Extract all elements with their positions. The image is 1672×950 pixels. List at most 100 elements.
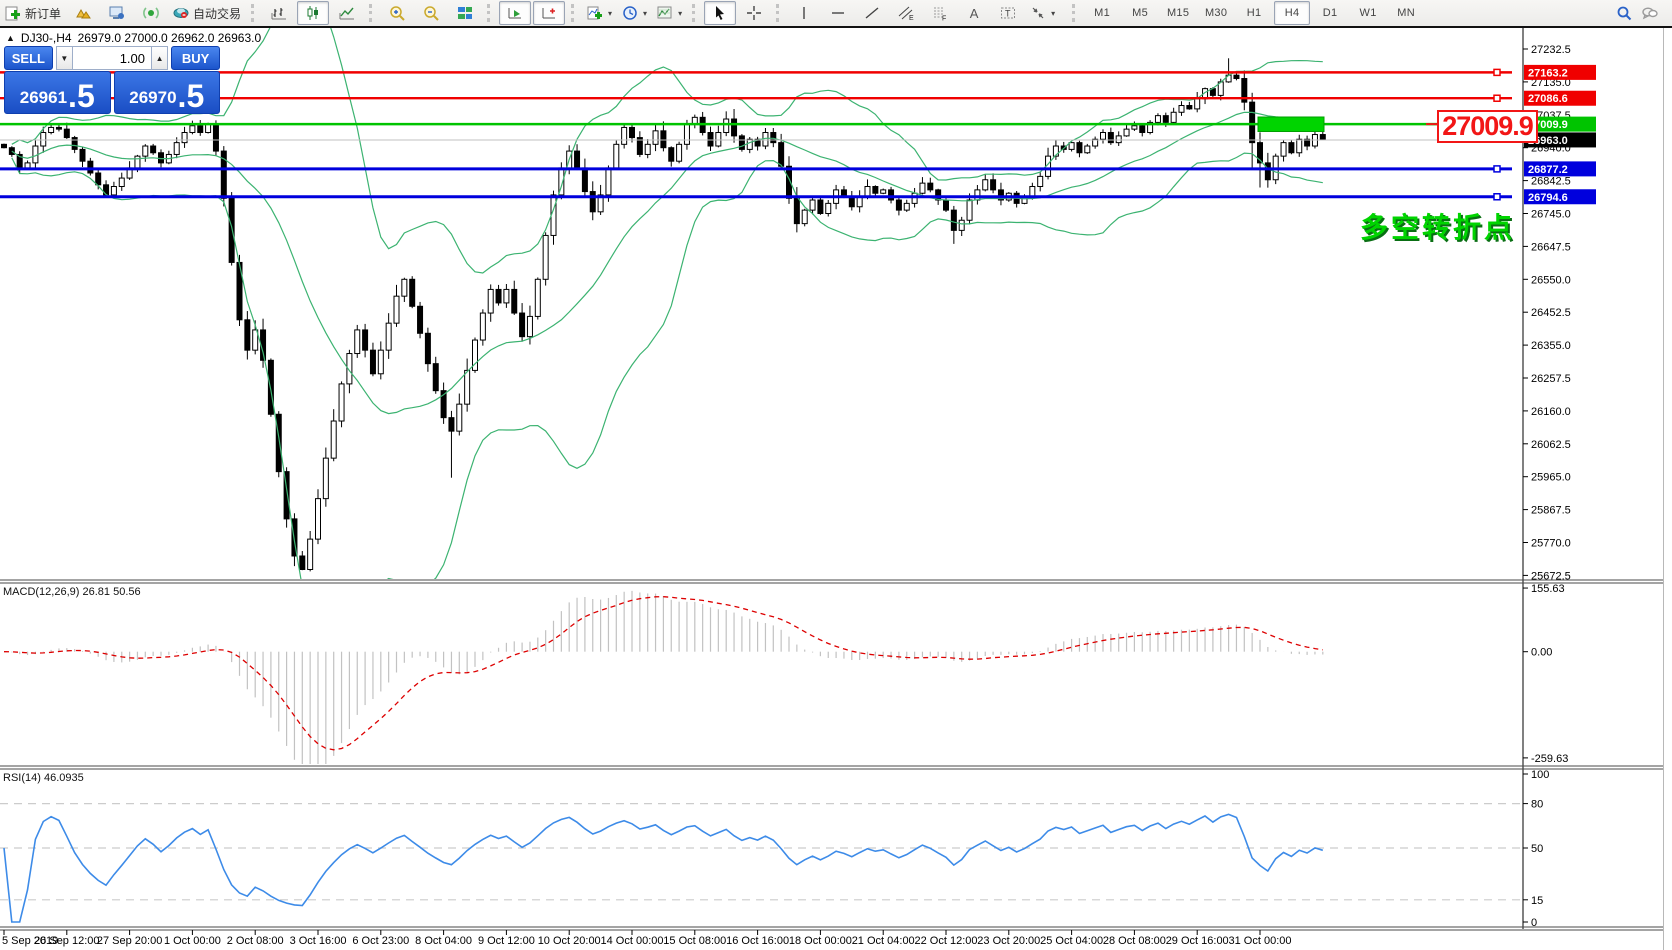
indicators-button[interactable]: ▾ [583, 1, 616, 25]
price-callout-label[interactable]: 27009.9 [1437, 110, 1538, 143]
candle-up [746, 138, 753, 150]
chart-shift-button[interactable] [533, 1, 566, 25]
candle-down [1288, 142, 1295, 154]
trendline-button[interactable] [856, 1, 888, 25]
price-badge[interactable] [1524, 90, 1596, 106]
arrows-button[interactable]: ▾ [1026, 1, 1059, 25]
timeframe-m5[interactable]: M5 [1132, 7, 1149, 19]
candle-down [87, 160, 94, 174]
timeframe-h4[interactable]: H4 [1274, 1, 1311, 25]
candle-down [1233, 74, 1240, 80]
price-badge[interactable] [1524, 189, 1596, 205]
bollinger-band [11, 28, 1323, 274]
candle-up [307, 538, 314, 570]
candle-down [1319, 134, 1326, 141]
timeframe-m30[interactable]: M30 [1204, 7, 1228, 19]
candle-down [244, 319, 251, 351]
timeframe-h1[interactable]: H1 [1246, 7, 1262, 19]
templates-button[interactable]: ▾ [653, 1, 686, 25]
candle-up [1084, 145, 1091, 154]
line-handle[interactable] [1493, 165, 1501, 173]
candle-down [950, 209, 957, 231]
pivot-point-text[interactable]: 多空转折点 [1360, 212, 1516, 243]
volume-step-down-button[interactable]: ▼ [55, 46, 73, 70]
cursor-button[interactable] [704, 1, 737, 25]
candle-up [715, 132, 722, 147]
price-badge[interactable] [1524, 161, 1596, 177]
autotrading-button[interactable]: 自动交易 [169, 1, 245, 25]
zoom-out-button[interactable] [415, 1, 447, 25]
candlestick-chart-button[interactable] [297, 1, 330, 25]
candle-down [990, 179, 997, 191]
vertical-line-button[interactable] [788, 1, 820, 25]
candle-up [676, 143, 683, 162]
timeframe-mn[interactable]: MN [1397, 7, 1415, 19]
candle-down [79, 148, 86, 162]
candle-down [943, 199, 949, 211]
line-handle[interactable] [1493, 193, 1501, 201]
periods-button[interactable]: ▾ [618, 1, 651, 25]
text-label-button[interactable]: T [992, 1, 1024, 25]
buy-price-panel[interactable]: 26970 .5 [113, 71, 220, 114]
community-chat-icon[interactable] [1642, 5, 1658, 21]
new-order-button[interactable]: 新订单 [1, 1, 65, 25]
candle-down [1249, 101, 1256, 144]
candle-up [1194, 98, 1201, 110]
candle-up [644, 143, 651, 155]
line-handle[interactable] [1493, 68, 1501, 77]
sell-price-frac: .5 [68, 78, 95, 114]
monitor-user-icon [109, 5, 125, 21]
timeframe-d1[interactable]: D1 [1322, 7, 1338, 19]
tile-windows-icon [457, 5, 473, 21]
candle-up [1280, 142, 1287, 157]
candlestick-icon [305, 5, 321, 21]
market-watch-button[interactable] [101, 1, 133, 25]
tile-windows-button[interactable] [449, 1, 481, 25]
toolbar-grip [1072, 4, 1078, 22]
price-tick-label: 26355.0 [1531, 340, 1571, 352]
bar-chart-button[interactable] [263, 1, 295, 25]
auto-scroll-button[interactable] [499, 1, 532, 25]
equidistant-channel-button[interactable]: E [890, 1, 922, 25]
candle-down [636, 137, 643, 155]
timeframe-w1[interactable]: W1 [1359, 7, 1377, 19]
candle-up [252, 329, 259, 351]
price-badge[interactable] [1524, 64, 1596, 80]
search-icon[interactable] [1616, 5, 1632, 21]
buy-button[interactable]: BUY [171, 46, 220, 70]
macd-pane [3, 590, 1324, 764]
crosshair-button[interactable] [738, 1, 770, 25]
price-tick-label: 26550.0 [1531, 274, 1571, 286]
toolbar-grip [487, 4, 493, 22]
pivot-zone-rect[interactable] [1257, 116, 1325, 133]
profile-button[interactable] [67, 1, 99, 25]
price-badge[interactable] [1524, 116, 1596, 132]
horizontal-line-button[interactable] [822, 1, 854, 25]
fibonacci-button[interactable]: F [924, 1, 956, 25]
volume-input[interactable] [73, 46, 151, 70]
text-button[interactable]: A [958, 1, 990, 25]
macd-signal-line [3, 596, 1323, 751]
volume-step-up-button[interactable]: ▲ [151, 46, 169, 70]
sell-button[interactable]: SELL [4, 46, 53, 70]
time-label: 8 Oct 04:00 [415, 935, 472, 947]
time-label: 1 Oct 00:00 [164, 935, 221, 947]
candle-down [793, 197, 800, 225]
candle-down [220, 150, 227, 199]
candle-up [173, 142, 180, 155]
ohlc-values: 26979.0 27000.0 26962.0 26963.0 [77, 31, 262, 45]
signals-button[interactable] [135, 1, 167, 25]
candle-down [817, 199, 824, 214]
sell-price-panel[interactable]: 26961 .5 [4, 71, 111, 114]
line-handle[interactable] [1493, 94, 1501, 102]
timeframe-m1[interactable]: M1 [1094, 7, 1111, 19]
price-tick-label: 27135.0 [1531, 77, 1571, 89]
price-badge[interactable] [1524, 132, 1596, 148]
dropdown-caret: ▾ [643, 8, 648, 18]
candle-up [1092, 138, 1099, 147]
timeframe-m15[interactable]: M15 [1166, 7, 1190, 19]
line-chart-button[interactable] [331, 1, 363, 25]
collapse-triangle-icon[interactable]: ▲ [6, 33, 15, 43]
zoom-in-button[interactable] [381, 1, 413, 25]
